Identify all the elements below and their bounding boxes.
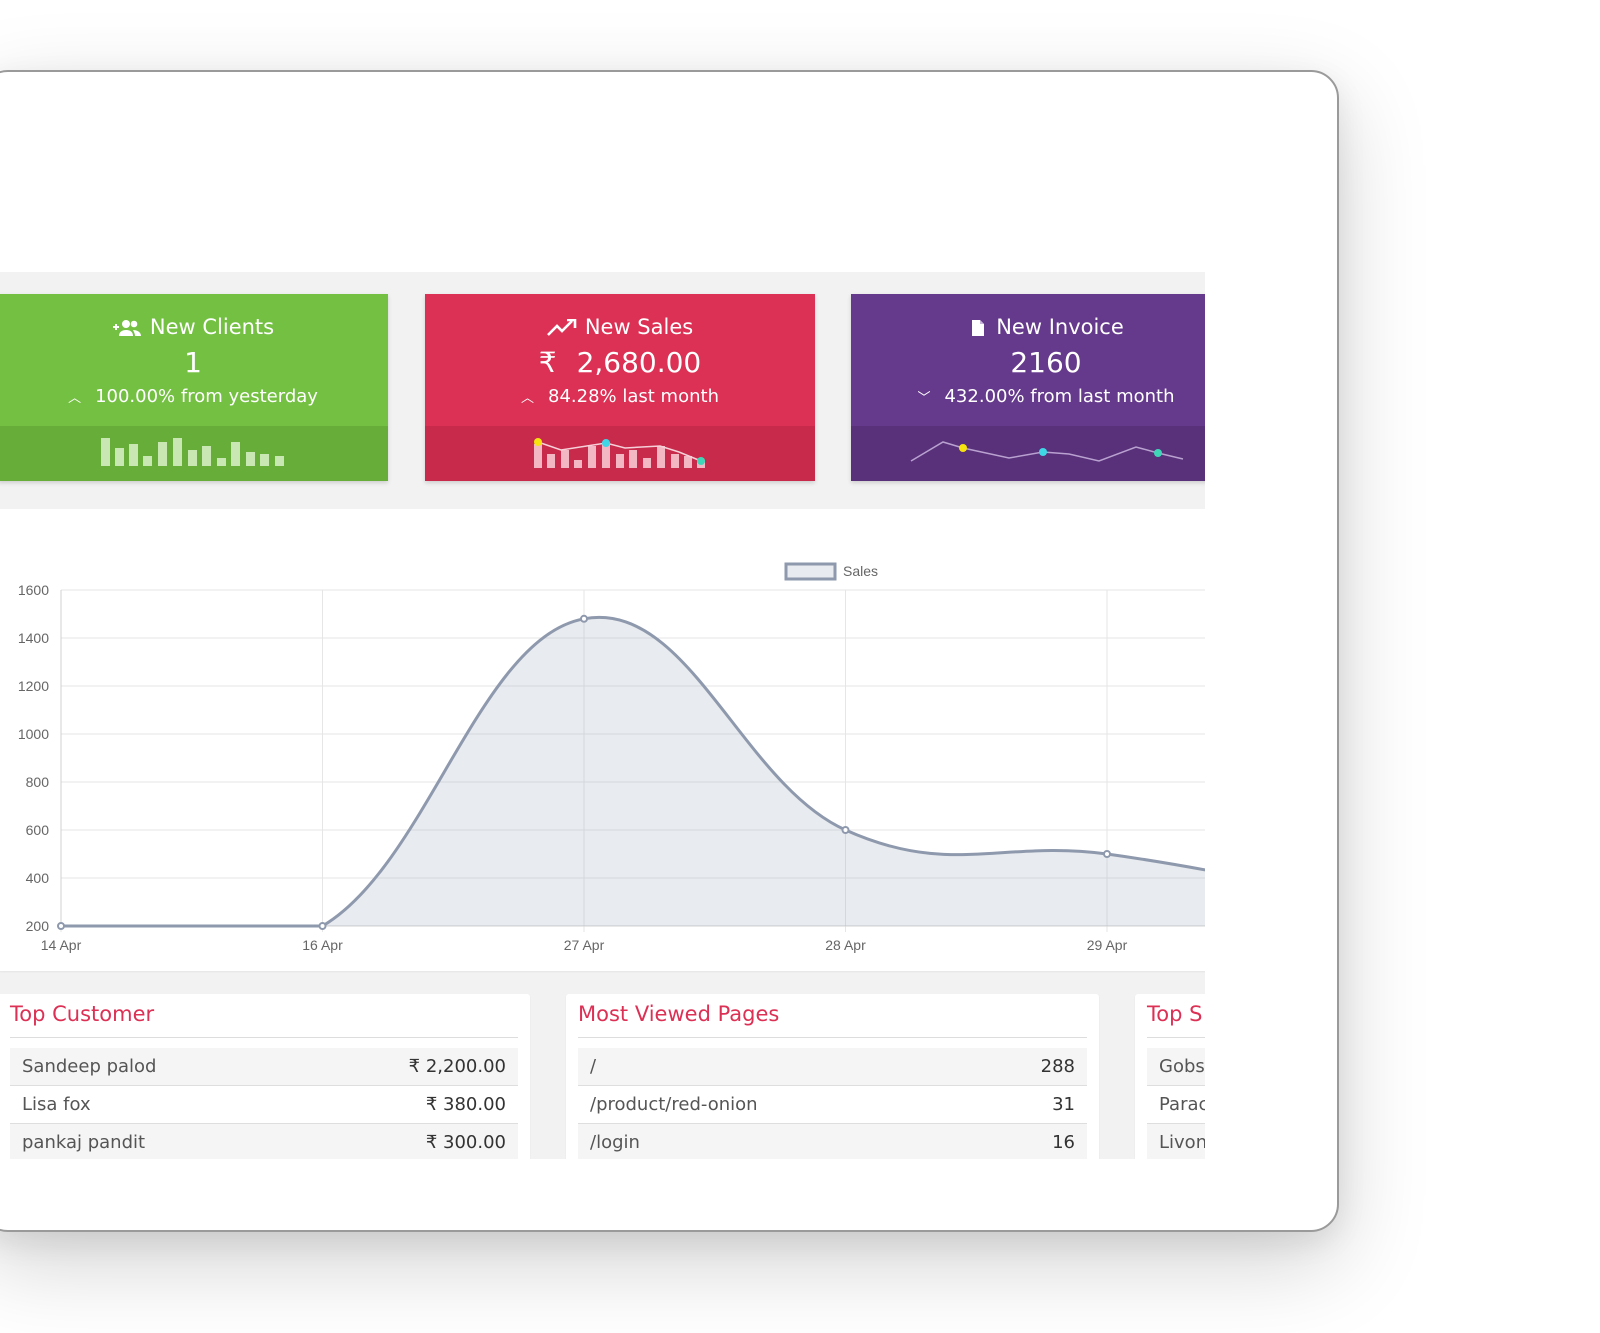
table-row[interactable]: /product/red-onion 31 — [578, 1085, 1087, 1124]
new-sales-title: New Sales — [584, 315, 694, 339]
device-frame: New Clients 1 ︿ 100.00% from yesterday — [0, 70, 1339, 1232]
divider — [578, 1037, 1087, 1038]
sales-chart: 200 400 600 800 1000 1200 1400 1600 14 Apr 16 Apr… — [18, 562, 1205, 953]
top-third-panel: Top S Gobs Parac Livon — [1135, 994, 1205, 1159]
customer-amount: ₹ 2,200.00 — [297, 1048, 518, 1086]
file-icon — [972, 320, 985, 336]
new-clients-value: 1 — [184, 346, 202, 379]
most-viewed-panel: Most Viewed Pages /288 /product/red-onio… — [566, 994, 1099, 1159]
legend-label: Sales — [843, 563, 878, 579]
page-views: 16 — [968, 1123, 1087, 1159]
customer-amount: ₹ 300.00 — [297, 1123, 518, 1159]
top-customer-table: Sandeep palod ₹ 2,200.00 Lisa fox ₹ 380.00… — [10, 1048, 518, 1159]
top-third-title: Top S — [1147, 1002, 1203, 1026]
new-clients-title: New Clients — [149, 315, 275, 339]
chevron-down-icon: ﹀ — [917, 391, 931, 406]
top-customer-panel: Top Customer Sandeep palod ₹ 2,200.00 Lis… — [0, 994, 530, 1159]
item-name: Gobs — [1147, 1048, 1205, 1086]
new-invoice-value: 2160 — [1010, 346, 1082, 379]
top-third-table: Gobs Parac Livon — [1147, 1048, 1205, 1159]
table-row[interactable]: /login 16 — [578, 1123, 1087, 1159]
new-sales-card[interactable]: New Sales ₹2,680.00 ︿ 84.28% last month — [425, 294, 815, 481]
user-plus-icon — [112, 320, 141, 336]
y-tick-label: 1400 — [18, 630, 49, 646]
new-sales-sparkline — [425, 426, 815, 481]
x-tick-label: 29 Apr — [1087, 937, 1128, 953]
customer-amount: ₹ 380.00 — [297, 1085, 518, 1124]
currency-symbol: ₹ — [538, 346, 557, 379]
most-viewed-title: Most Viewed Pages — [578, 1002, 780, 1026]
new-clients-card[interactable]: New Clients 1 ︿ 100.00% from yesterday — [0, 294, 388, 481]
top-customer-title: Top Customer — [10, 1002, 155, 1026]
table-row[interactable]: Livon — [1147, 1123, 1205, 1159]
customer-name: pankaj pandit — [10, 1123, 298, 1159]
x-tick-label: 27 Apr — [564, 937, 605, 953]
y-tick-label: 600 — [26, 822, 50, 838]
dashboard-viewport: New Clients 1 ︿ 100.00% from yesterday — [0, 272, 1205, 1159]
x-tick-label: 28 Apr — [825, 937, 866, 953]
trend-up-icon — [546, 318, 577, 336]
table-row[interactable]: pankaj pandit ₹ 300.00 — [10, 1123, 518, 1159]
page-views: 288 — [968, 1048, 1087, 1086]
data-point — [841, 826, 850, 834]
customer-name: Sandeep palod — [10, 1048, 298, 1086]
y-tick-label: 400 — [26, 870, 50, 886]
table-row[interactable]: /288 — [578, 1048, 1087, 1086]
most-viewed-table: /288 /product/red-onion 31 /login 16 — [578, 1048, 1087, 1159]
new-sales-value: 2,680.00 — [576, 346, 702, 379]
new-clients-sparkline — [0, 426, 388, 481]
table-row[interactable]: Parac — [1147, 1085, 1205, 1124]
data-point — [318, 922, 327, 930]
data-point — [1103, 850, 1111, 858]
table-row[interactable]: Gobs — [1147, 1048, 1205, 1086]
table-row[interactable]: Lisa fox ₹ 380.00 — [10, 1085, 518, 1124]
page-path: / — [578, 1048, 969, 1086]
sales-line — [60, 615, 1205, 928]
item-name: Parac — [1147, 1085, 1205, 1124]
chevron-up-icon: ︿ — [521, 391, 535, 406]
data-point — [580, 614, 588, 623]
new-sales-change: 84.28% last month — [548, 386, 719, 407]
sales-area-fill — [61, 617, 1205, 927]
divider — [10, 1037, 518, 1038]
table-row[interactable]: Sandeep palod ₹ 2,200.00 — [10, 1048, 518, 1086]
y-tick-label: 1000 — [18, 726, 49, 742]
legend-swatch — [784, 562, 837, 581]
data-point — [57, 922, 65, 930]
sales-chart-card: 200 400 600 800 1000 1200 1400 1600 14 Apr 16 Apr… — [0, 509, 1205, 971]
y-tick-label: 800 — [26, 774, 50, 790]
x-tick-label: 14 Apr — [41, 937, 82, 953]
new-invoice-change: 432.00% from last month — [944, 386, 1175, 407]
y-tick-label: 1200 — [18, 678, 49, 694]
y-tick-label: 200 — [26, 918, 50, 934]
chevron-up-icon: ︿ — [68, 391, 82, 406]
customer-name: Lisa fox — [10, 1085, 298, 1124]
divider — [1147, 1037, 1205, 1038]
page-views: 31 — [968, 1085, 1087, 1124]
new-invoice-sparkline — [851, 426, 1205, 481]
page-path: /product/red-onion — [578, 1085, 969, 1124]
new-invoice-title: New Invoice — [996, 315, 1124, 339]
item-name: Livon — [1147, 1123, 1205, 1159]
new-invoice-card[interactable]: New Invoice 2160 ﹀ 432.00% from last mont… — [851, 294, 1205, 481]
page-path: /login — [578, 1123, 969, 1159]
new-clients-change: 100.00% from yesterday — [95, 386, 318, 407]
y-tick-label: 1600 — [18, 582, 49, 598]
x-tick-label: 16 Apr — [302, 937, 343, 953]
